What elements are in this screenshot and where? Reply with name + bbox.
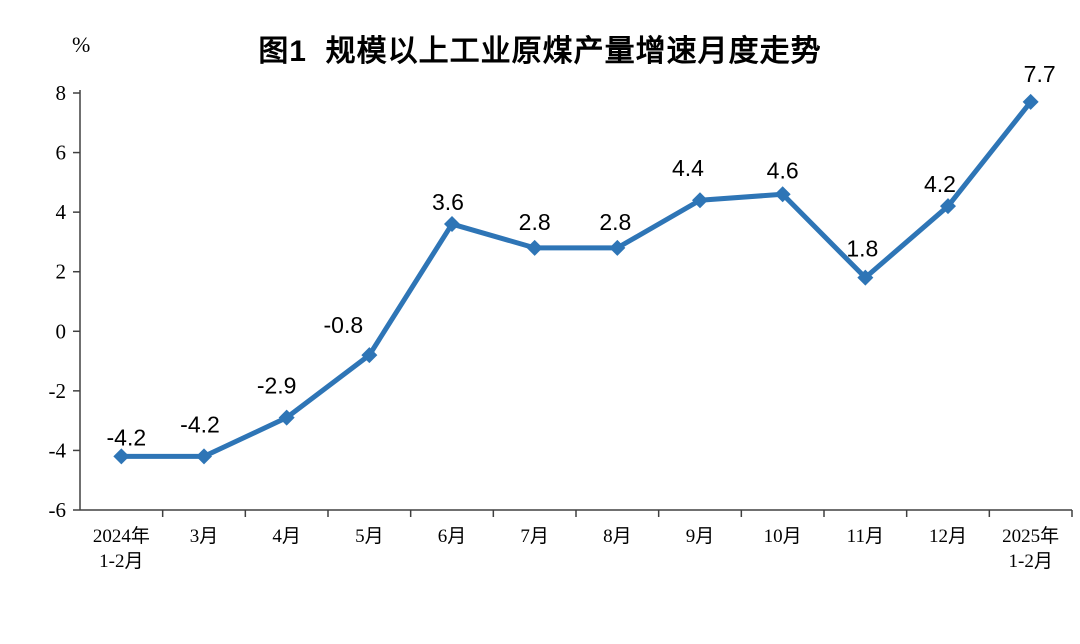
x-axis-tick-label: 7月 (520, 526, 549, 547)
x-axis-tick-label: 5月 (355, 526, 384, 547)
data-point-marker (196, 448, 212, 465)
chart-title: 图1 规模以上工业原煤产量增速月度走势 (258, 35, 822, 68)
data-point-label: 1.8 (846, 236, 878, 262)
data-point-label: 3.6 (432, 189, 464, 215)
y-axis-tick-label: 2 (56, 260, 67, 284)
x-axis-tick-label: 2024年 1-2月 (93, 525, 150, 572)
x-axis-tick-label: 10月 (764, 526, 802, 547)
y-axis-tick-label: -6 (49, 498, 67, 522)
data-point-marker (278, 409, 295, 426)
x-axis-tick-label: 6月 (438, 526, 467, 547)
x-axis-tick-label: 11月 (847, 526, 884, 547)
x-axis-tick-label: 12月 (929, 526, 967, 547)
data-point-marker (940, 198, 956, 215)
data-point-label: 4.2 (924, 171, 956, 197)
y-axis-tick-label: 4 (56, 200, 67, 224)
y-axis-tick-label: -4 (49, 438, 67, 462)
data-point-marker (609, 239, 626, 256)
x-axis-tick-label: 3月 (190, 526, 219, 547)
y-axis-unit-label: % (72, 32, 91, 57)
data-point-label: -0.8 (324, 312, 364, 338)
data-point-marker (361, 347, 378, 364)
data-line (118, 99, 1034, 459)
data-point-marker (1022, 93, 1039, 110)
data-point-label: -4.2 (107, 424, 147, 450)
y-axis-tick-label: 8 (56, 81, 67, 105)
x-axis-tick-label: 2025年 1-2月 (1002, 525, 1059, 572)
data-point-marker (857, 269, 874, 286)
x-axis-tick-label: 9月 (686, 526, 715, 547)
data-point-marker (444, 216, 460, 233)
data-point-label: 7.7 (1024, 61, 1056, 87)
y-axis-tick-label: 6 (56, 141, 67, 165)
data-point-marker (692, 192, 708, 209)
y-axis-tick-label: -2 (49, 379, 67, 403)
data-point-marker (113, 448, 130, 465)
data-point-label: -4.2 (180, 411, 220, 437)
data-point-label: 4.4 (672, 155, 704, 181)
x-axis-tick-label: 8月 (603, 526, 632, 547)
data-point-label: 2.8 (599, 209, 631, 235)
data-point-label: 2.8 (519, 209, 551, 235)
data-point-label: -2.9 (257, 373, 297, 399)
data-point-label: 4.6 (767, 157, 799, 183)
x-axis-tick-label: 4月 (272, 526, 301, 547)
data-point-marker (774, 186, 791, 203)
y-axis-tick-label: 0 (56, 319, 67, 343)
data-point-marker (526, 239, 543, 256)
